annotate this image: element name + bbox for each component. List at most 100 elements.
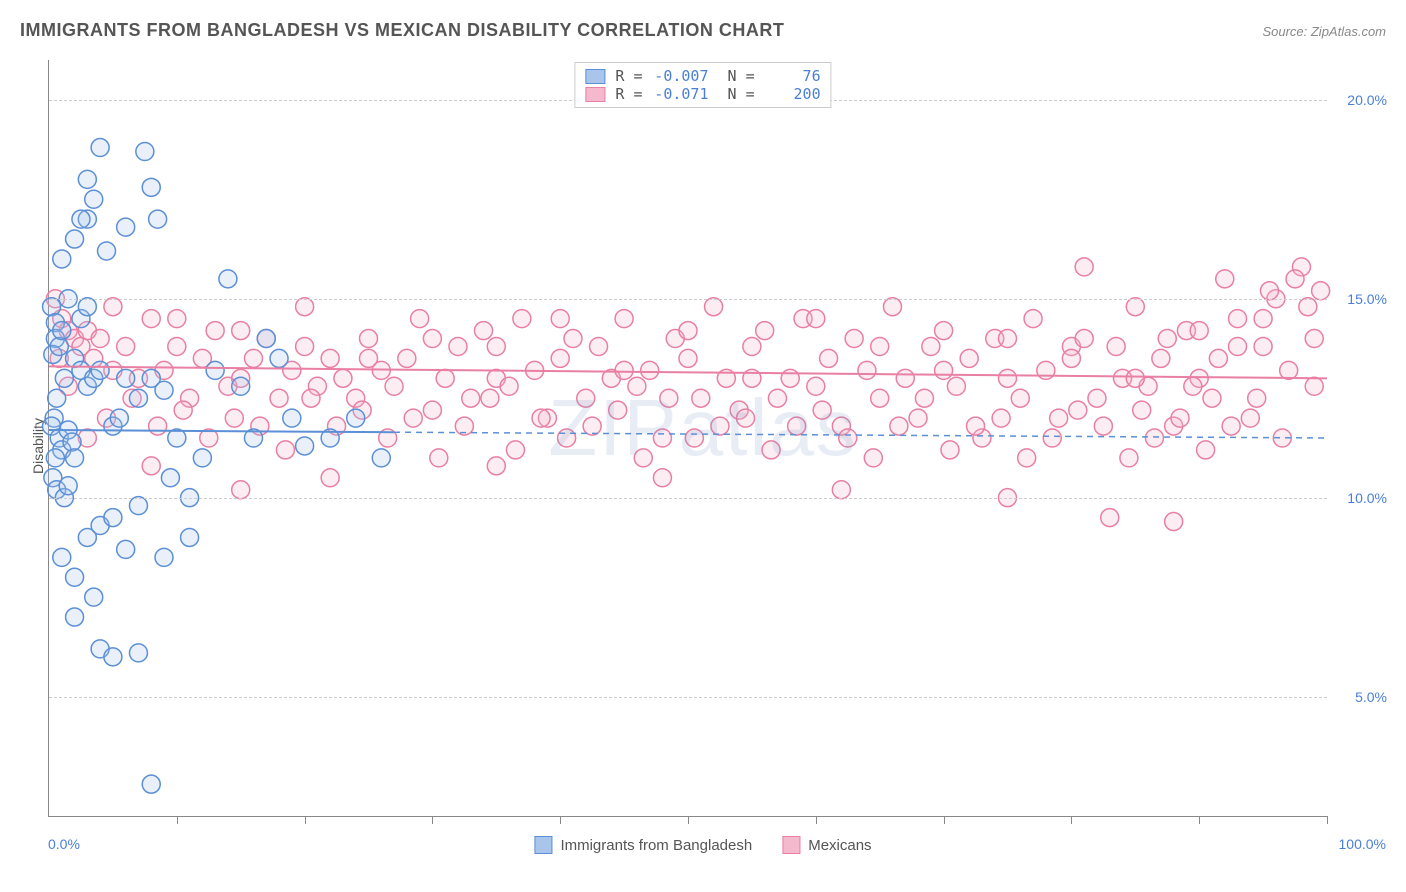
data-point (1229, 310, 1247, 328)
data-point (871, 389, 889, 407)
data-point (960, 349, 978, 367)
y-tick-label: 20.0% (1347, 92, 1387, 108)
data-point (487, 457, 505, 475)
x-tick (816, 816, 817, 824)
data-point (590, 337, 608, 355)
x-tick (944, 816, 945, 824)
data-point (558, 429, 576, 447)
data-point (807, 377, 825, 395)
data-point (142, 310, 160, 328)
data-point (711, 417, 729, 435)
data-point (193, 449, 211, 467)
data-point (615, 310, 633, 328)
data-point (98, 242, 116, 260)
data-point (737, 409, 755, 427)
grid-line (49, 299, 1327, 300)
series-legend: Immigrants from Bangladesh Mexicans (534, 836, 871, 854)
data-point (1043, 429, 1061, 447)
data-point (475, 322, 493, 340)
x-tick (1199, 816, 1200, 824)
data-point (117, 337, 135, 355)
data-point (1229, 337, 1247, 355)
data-point (117, 369, 135, 387)
data-point (506, 441, 524, 459)
data-point (1024, 310, 1042, 328)
data-point (909, 409, 927, 427)
data-point (53, 250, 71, 268)
source-label: Source: ZipAtlas.com (1262, 24, 1386, 39)
x-tick (177, 816, 178, 824)
data-point (992, 409, 1010, 427)
data-point (59, 477, 77, 495)
data-point (257, 330, 275, 348)
data-point (129, 497, 147, 515)
data-point (206, 322, 224, 340)
data-point (404, 409, 422, 427)
data-point (206, 361, 224, 379)
data-point (142, 178, 160, 196)
data-point (232, 481, 250, 499)
data-point (1126, 298, 1144, 316)
data-point (174, 401, 192, 419)
data-point (481, 389, 499, 407)
data-point (1101, 509, 1119, 527)
data-point (436, 369, 454, 387)
data-point (679, 349, 697, 367)
data-point (91, 139, 109, 157)
data-point (48, 389, 66, 407)
legend-row-series-1: R = -0.071 N = 200 (585, 85, 820, 103)
data-point (155, 381, 173, 399)
data-point (104, 298, 122, 316)
data-point (104, 509, 122, 527)
data-point (302, 389, 320, 407)
data-point (1203, 389, 1221, 407)
data-point (871, 337, 889, 355)
data-point (372, 449, 390, 467)
data-point (360, 330, 378, 348)
data-point (935, 361, 953, 379)
data-point (129, 389, 147, 407)
correlation-legend: R = -0.007 N = 76 R = -0.071 N = 200 (574, 62, 831, 108)
data-point (768, 389, 786, 407)
data-point (296, 298, 314, 316)
data-point (896, 369, 914, 387)
data-point (1126, 369, 1144, 387)
grid-line (49, 498, 1327, 499)
data-point (1158, 330, 1176, 348)
data-point (609, 401, 627, 419)
y-tick-label: 10.0% (1347, 490, 1387, 506)
data-point (947, 377, 965, 395)
data-point (513, 310, 531, 328)
data-point (1120, 449, 1138, 467)
data-point (149, 417, 167, 435)
data-point (820, 349, 838, 367)
data-point (46, 449, 64, 467)
data-point (104, 648, 122, 666)
data-point (1094, 417, 1112, 435)
data-point (653, 429, 671, 447)
data-point (628, 377, 646, 395)
y-tick-label: 5.0% (1355, 689, 1387, 705)
data-point (1069, 401, 1087, 419)
data-point (813, 401, 831, 419)
data-point (85, 588, 103, 606)
data-point (283, 409, 301, 427)
x-axis-min-label: 0.0% (48, 836, 80, 852)
data-point (756, 322, 774, 340)
data-point (1050, 409, 1068, 427)
data-point (149, 210, 167, 228)
data-point (1248, 389, 1266, 407)
swatch-icon (585, 87, 605, 102)
x-tick (560, 816, 561, 824)
data-point (423, 401, 441, 419)
data-point (168, 310, 186, 328)
data-point (161, 469, 179, 487)
n-value: 76 (765, 67, 821, 85)
data-point (999, 330, 1017, 348)
data-point (679, 322, 697, 340)
data-point (1241, 409, 1259, 427)
data-point (276, 441, 294, 459)
x-tick (688, 816, 689, 824)
plot-area: 5.0%10.0%15.0%20.0% (48, 60, 1327, 817)
data-point (66, 230, 84, 248)
